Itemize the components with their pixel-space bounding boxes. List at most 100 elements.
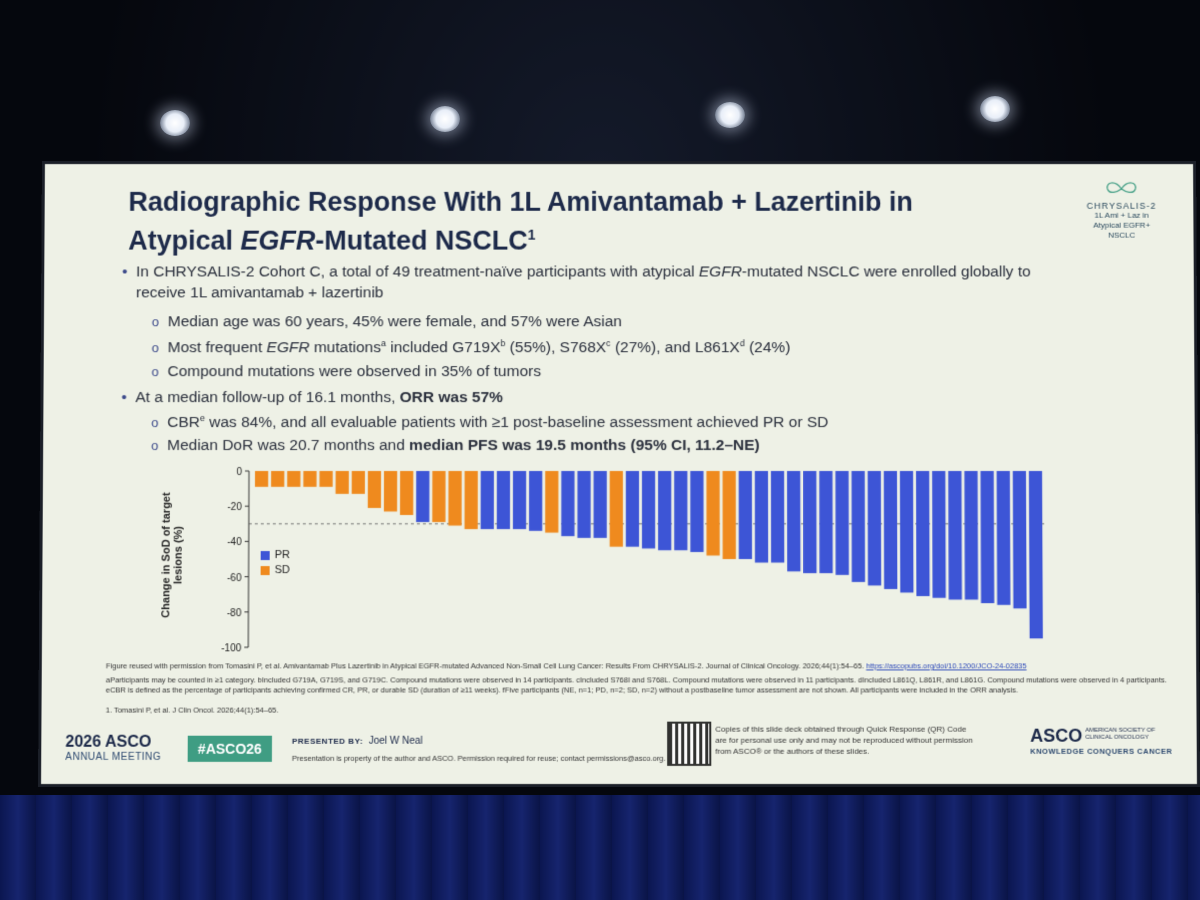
sub-bullet-5: o Median DoR was 20.7 months and median P… <box>151 437 760 455</box>
asco-full-name: AMERICAN SOCIETY OF CLINICAL ONCOLOGY <box>1085 727 1156 741</box>
slide-footer: 2026 ASCO ANNUAL MEETING #ASCO26 PRESENT… <box>61 721 1175 774</box>
bar-participant-11 <box>415 471 430 522</box>
bar-participant-32 <box>754 471 769 563</box>
bar-participant-3 <box>287 471 301 487</box>
bullet-1: • In CHRYSALIS-2 Cohort C, a total of 49 … <box>122 264 1031 282</box>
bullet-2-text-a: At a median follow-up of 16.1 months, <box>135 389 400 407</box>
butterfly-icon <box>1101 180 1141 198</box>
bar-participant-24 <box>625 471 640 547</box>
stage-light-1 <box>160 110 190 136</box>
figure-credit-text: Figure reused with permission from Tomas… <box>105 661 867 671</box>
logo-name: CHRYSALIS-2 <box>1086 200 1157 211</box>
bar-participant-42 <box>915 471 930 596</box>
stage-curtain <box>0 795 1200 900</box>
bar-participant-6 <box>335 471 349 494</box>
asco-tagline: KNOWLEDGE CONQUERS CANCER <box>1030 746 1173 756</box>
bar-participant-35 <box>802 471 817 573</box>
logo-sub3: NSCLC <box>1108 230 1136 240</box>
sub-bullet-marker: o <box>151 438 159 454</box>
bar-participant-39 <box>866 471 881 585</box>
bar-participant-13 <box>448 471 462 526</box>
sub-bullet-4-text-a: CBR <box>167 414 201 432</box>
stage-light-3 <box>715 102 745 128</box>
sub-bullet-2-text-b: mutations <box>309 339 382 357</box>
qr-code-icon[interactable] <box>667 721 712 766</box>
sub-bullet-1-text: Median age was 60 years, 45% were female… <box>167 313 622 331</box>
asco-logo: ASCO AMERICAN SOCIETY OF CLINICAL ONCOLOG… <box>1030 726 1181 756</box>
title-superscript: 1 <box>527 226 536 243</box>
bar-participant-18 <box>528 471 543 531</box>
bullet-1-egfr: EGFR <box>698 263 742 281</box>
doi-link[interactable]: https://ascopubs.org/doi/10.1200/JCO-24-… <box>866 661 1027 671</box>
bullet-2: • At a median follow-up of 16.1 months, O… <box>121 389 503 407</box>
bullet-marker: • <box>122 263 128 281</box>
bar-participant-2 <box>271 471 285 487</box>
presenter-block: PRESENTED BY: Joel W Neal Presentation i… <box>292 736 666 763</box>
bar-participant-49 <box>1028 471 1043 639</box>
logo-sub2: Atypical EGFR+ <box>1093 220 1151 230</box>
bar-participant-27 <box>673 471 688 550</box>
bar-participant-28 <box>689 471 704 552</box>
y-tick-label: -80 <box>227 608 242 619</box>
meeting-brand: 2026 ASCO <box>65 733 152 751</box>
bar-participant-34 <box>786 471 801 571</box>
sub-bullet-2-text-d: (55%), S768X <box>505 339 607 357</box>
bar-participant-19 <box>544 471 559 533</box>
presented-by-label: PRESENTED BY: <box>292 736 364 746</box>
bar-participant-45 <box>963 471 978 599</box>
bar-participant-10 <box>399 471 414 515</box>
title-text-post: -Mutated NSCLC <box>315 225 528 256</box>
logo-sub1: 1L Ami + Laz in <box>1094 210 1149 220</box>
annual-meeting-label: ANNUAL MEETING <box>65 751 162 763</box>
bar-participant-46 <box>979 471 994 603</box>
sub-bullet-1: o Median age was 60 years, 45% were femal… <box>152 313 622 331</box>
sub-bullet-2: o Most frequent EGFR mutationsa included … <box>152 338 791 357</box>
bar-participant-25 <box>641 471 656 549</box>
y-tick-label: -60 <box>227 573 242 584</box>
stage-light-4 <box>980 96 1010 122</box>
bar-participant-14 <box>464 471 478 529</box>
bar-participant-9 <box>383 471 398 512</box>
bar-participant-5 <box>319 471 333 487</box>
bar-participant-22 <box>593 471 607 538</box>
title-text: Atypical <box>128 225 241 256</box>
footnote-definitions: aParticipants may be counted in ≥1 categ… <box>105 675 1167 695</box>
bar-participant-23 <box>609 471 623 547</box>
bar-participant-8 <box>367 471 382 508</box>
footnote-figure-credit: Figure reused with permission from Tomas… <box>106 661 1168 671</box>
bar-participant-43 <box>931 471 946 598</box>
bar-participant-20 <box>560 471 575 536</box>
sub-bullet-marker: o <box>151 415 159 431</box>
bar-participant-12 <box>432 471 446 522</box>
sub-bullet-3: o Compound mutations were observed in 35%… <box>151 363 541 381</box>
sub-bullet-marker: o <box>151 314 160 330</box>
bar-participant-36 <box>818 471 833 573</box>
bar-participant-21 <box>577 471 591 538</box>
bar-participant-31 <box>738 471 752 559</box>
bar-participant-1 <box>254 471 269 487</box>
sub-bullet-2-text-f: (24%) <box>744 339 791 357</box>
sub-bullet-4: o CBRe was 84%, and all evaluable patient… <box>151 413 828 432</box>
presenter-note: Presentation is property of the author a… <box>291 753 666 763</box>
bullet-marker: • <box>121 389 127 407</box>
qr-copyright-note: Copies of this slide deck obtained throu… <box>715 724 973 756</box>
waterfall-chart: 0 -20 -40 -60 -80 -100 <box>174 465 1056 661</box>
bar-participant-30 <box>721 471 736 559</box>
sub-bullet-5-text-a: Median DoR was 20.7 months and <box>167 437 410 455</box>
bar-participant-41 <box>899 471 914 592</box>
stage-light-2 <box>430 106 460 132</box>
bar-participant-29 <box>705 471 720 556</box>
bar-participant-17 <box>512 471 527 529</box>
hashtag-badge: #ASCO26 <box>187 735 273 762</box>
sub-bullet-4-text-b: was 84%, and all evaluable patients with… <box>204 414 829 432</box>
slide-title: Radiographic Response With 1L Amivantama… <box>128 186 1066 258</box>
bar-participant-47 <box>995 471 1010 605</box>
projection-screen: Radiographic Response With 1L Amivantama… <box>38 161 1200 788</box>
bar-participant-26 <box>657 471 672 550</box>
slide-title-line1: Radiographic Response With 1L Amivantama… <box>128 186 913 217</box>
bullet-1-text-a: In CHRYSALIS-2 Cohort C, a total of 49 t… <box>136 263 699 281</box>
y-axis-line <box>248 471 249 647</box>
bar-participant-44 <box>947 471 962 599</box>
slide-title-line2: Atypical EGFR-Mutated NSCLC1 <box>128 219 1066 258</box>
bar-participant-48 <box>1011 471 1026 608</box>
